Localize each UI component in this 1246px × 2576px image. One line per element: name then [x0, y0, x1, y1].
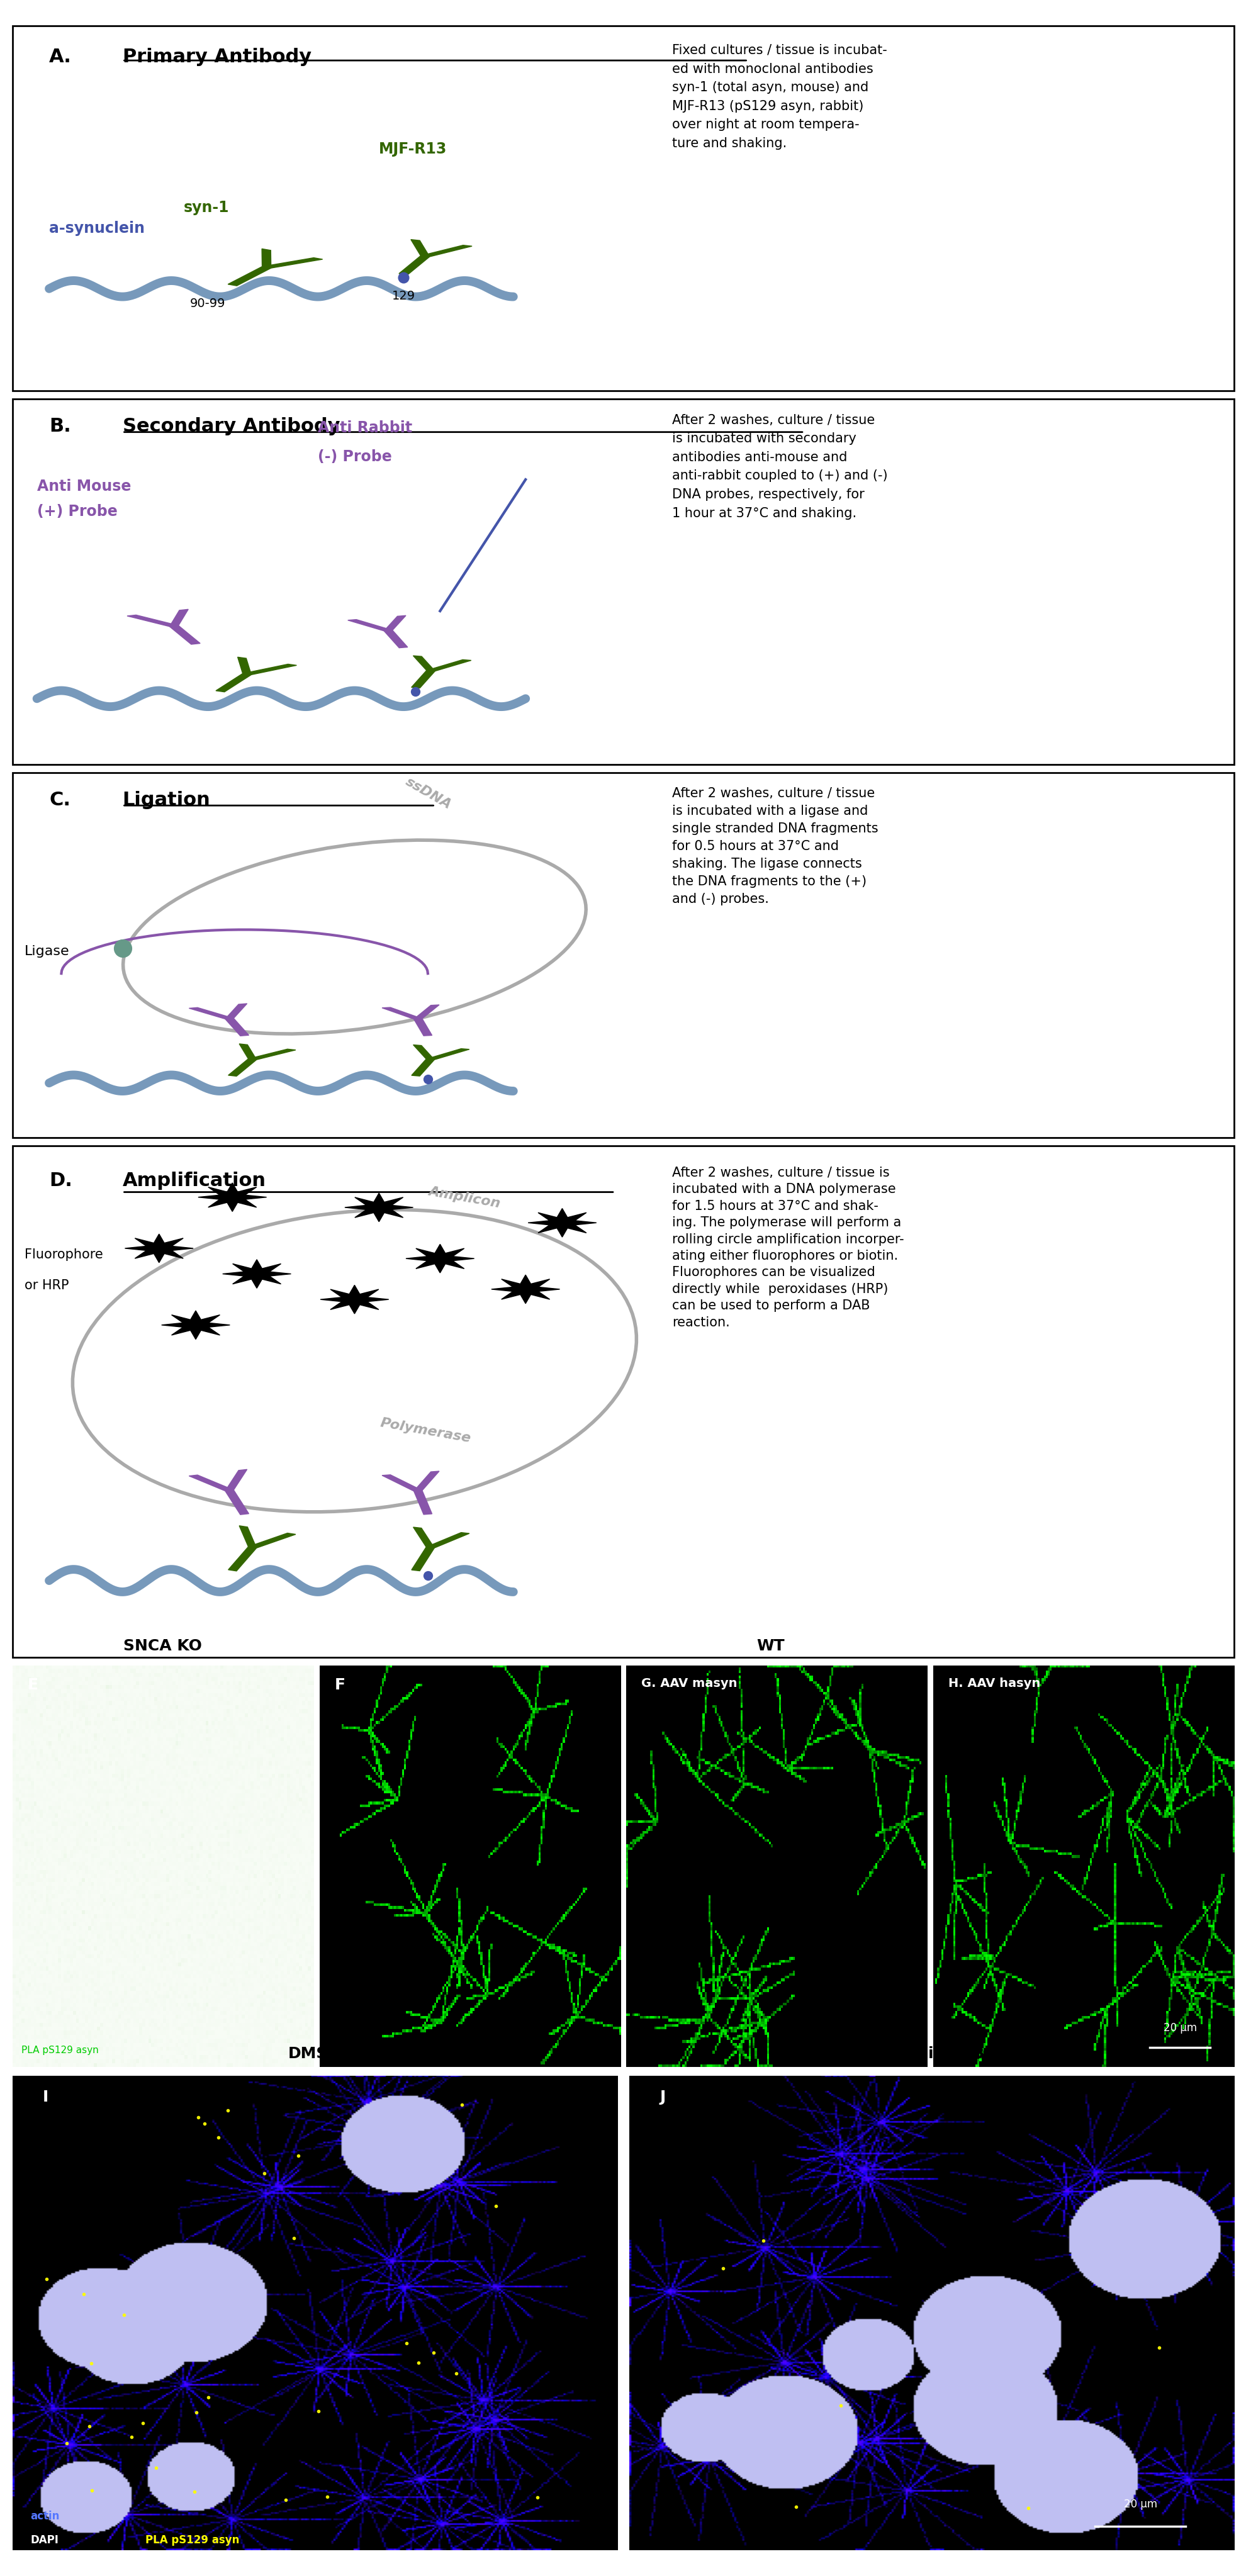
Text: WT: WT: [756, 1638, 785, 1654]
Polygon shape: [228, 265, 270, 286]
Text: PLA pS129 asyn: PLA pS129 asyn: [21, 2045, 98, 2056]
Polygon shape: [320, 1285, 389, 1314]
Polygon shape: [216, 672, 252, 693]
Text: Primary Antibody: Primary Antibody: [122, 49, 312, 67]
Polygon shape: [411, 240, 430, 258]
Polygon shape: [162, 1311, 229, 1340]
Text: A.: A.: [49, 49, 72, 67]
Polygon shape: [399, 255, 430, 276]
Text: Anti Mouse: Anti Mouse: [37, 479, 131, 495]
Polygon shape: [420, 245, 472, 258]
Text: Anti Rabbit: Anti Rabbit: [318, 420, 412, 435]
Text: D.: D.: [49, 1172, 72, 1190]
Polygon shape: [381, 1007, 422, 1020]
Text: (-) Probe: (-) Probe: [318, 448, 391, 464]
Polygon shape: [412, 657, 435, 672]
Polygon shape: [384, 631, 407, 647]
Text: F: F: [334, 1677, 345, 1692]
Polygon shape: [528, 1208, 596, 1236]
Text: H. AAV hasyn: H. AAV hasyn: [948, 1677, 1040, 1690]
Polygon shape: [411, 1548, 434, 1571]
Polygon shape: [189, 1007, 233, 1020]
Polygon shape: [414, 1471, 439, 1492]
Text: Amplification: Amplification: [122, 1172, 265, 1190]
Polygon shape: [406, 1244, 473, 1273]
Text: or HRP: or HRP: [25, 1280, 69, 1291]
Polygon shape: [414, 1018, 432, 1036]
Polygon shape: [426, 1533, 470, 1548]
Polygon shape: [411, 1059, 434, 1077]
Polygon shape: [228, 1546, 257, 1571]
Text: syn-1: syn-1: [183, 201, 229, 216]
Text: B.: B.: [49, 417, 71, 435]
Polygon shape: [169, 611, 188, 626]
Polygon shape: [226, 1489, 249, 1515]
Polygon shape: [262, 258, 323, 268]
Polygon shape: [223, 1260, 290, 1288]
Polygon shape: [262, 250, 270, 268]
Text: PLA pS129 asyn: PLA pS129 asyn: [146, 2535, 239, 2545]
Polygon shape: [248, 1048, 295, 1059]
Polygon shape: [238, 657, 252, 675]
Polygon shape: [248, 1533, 295, 1548]
Text: After 2 washes, culture / tissue
is incubated with a ligase and
single stranded : After 2 washes, culture / tissue is incu…: [672, 788, 878, 907]
Text: Amplicon: Amplicon: [427, 1185, 502, 1211]
Text: Polymerase: Polymerase: [379, 1417, 471, 1445]
Text: After 2 washes, culture / tissue
is incubated with secondary
antibodies anti-mou: After 2 washes, culture / tissue is incu…: [672, 415, 887, 520]
Text: actin: actin: [31, 2512, 60, 2522]
Text: Ligation: Ligation: [122, 791, 211, 809]
Polygon shape: [226, 1468, 247, 1492]
Text: 129: 129: [391, 291, 415, 301]
Text: PLK2/3 inhibitor (BI 2536): PLK2/3 inhibitor (BI 2536): [816, 2045, 1047, 2061]
Polygon shape: [226, 1018, 249, 1036]
Text: J: J: [659, 2089, 665, 2105]
Text: Secondary Antibody: Secondary Antibody: [122, 417, 340, 435]
Text: 20 µm: 20 µm: [1123, 2499, 1156, 2509]
Text: SNCA KO: SNCA KO: [123, 1638, 202, 1654]
Polygon shape: [412, 1046, 434, 1059]
Text: a-synuclein: a-synuclein: [49, 222, 145, 237]
Polygon shape: [384, 616, 406, 631]
Polygon shape: [426, 659, 471, 672]
Polygon shape: [414, 1492, 432, 1515]
Text: MJF-R13: MJF-R13: [379, 142, 447, 157]
Polygon shape: [239, 1043, 257, 1059]
Text: I: I: [42, 2089, 49, 2105]
Text: E: E: [27, 1677, 39, 1692]
Polygon shape: [189, 1476, 233, 1492]
Polygon shape: [345, 1193, 412, 1221]
Text: G. AAV masyn: G. AAV masyn: [640, 1677, 736, 1690]
Polygon shape: [243, 665, 297, 675]
Polygon shape: [169, 626, 201, 644]
Polygon shape: [228, 1059, 257, 1077]
Polygon shape: [226, 1005, 247, 1020]
Polygon shape: [412, 1528, 434, 1548]
Polygon shape: [198, 1182, 267, 1211]
Polygon shape: [414, 1005, 439, 1020]
Text: ssDNA: ssDNA: [404, 775, 454, 811]
Text: Ligase: Ligase: [25, 945, 70, 958]
Polygon shape: [381, 1476, 422, 1492]
Polygon shape: [411, 670, 435, 688]
Text: 90-99: 90-99: [191, 296, 226, 309]
Text: DMSO: DMSO: [288, 2045, 341, 2061]
Text: Fluorophore: Fluorophore: [25, 1249, 103, 1262]
Text: C.: C.: [49, 791, 71, 809]
Polygon shape: [426, 1048, 470, 1059]
Polygon shape: [127, 616, 178, 626]
Text: (+) Probe: (+) Probe: [37, 505, 117, 520]
Polygon shape: [239, 1525, 257, 1548]
Text: 20 µm: 20 µm: [1163, 2022, 1196, 2032]
Text: DAPI: DAPI: [31, 2535, 59, 2545]
Polygon shape: [348, 618, 392, 631]
Text: Fixed cultures / tissue is incubat-
ed with monoclonal antibodies
syn-1 (total a: Fixed cultures / tissue is incubat- ed w…: [672, 44, 887, 149]
Polygon shape: [125, 1234, 193, 1262]
Text: After 2 washes, culture / tissue is
incubated with a DNA polymerase
for 1.5 hour: After 2 washes, culture / tissue is incu…: [672, 1167, 903, 1329]
Polygon shape: [491, 1275, 559, 1303]
